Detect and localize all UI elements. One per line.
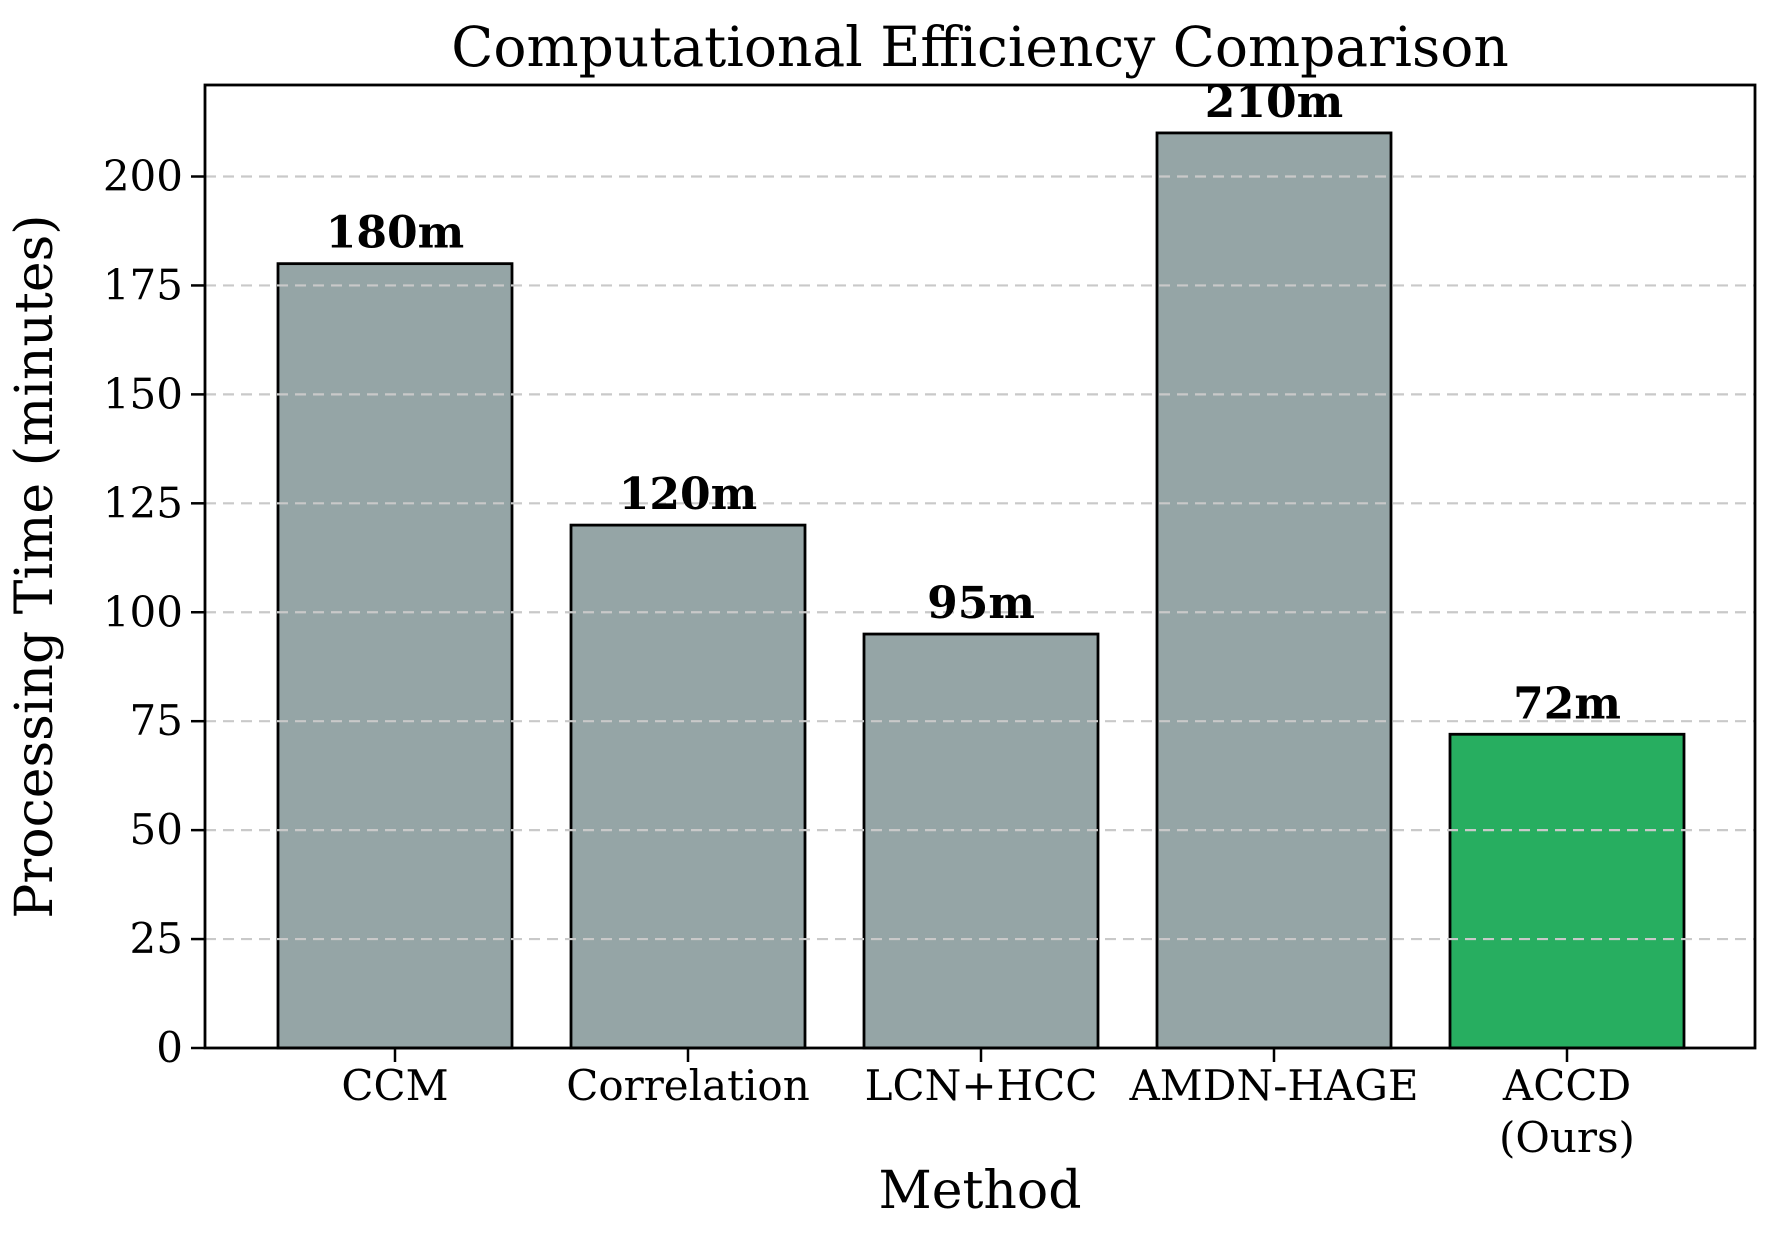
bar-correlation xyxy=(569,523,807,1050)
y-axis-label: Processing Time (minutes) xyxy=(5,214,65,918)
xtick-label-4: ACCD xyxy=(1502,1061,1631,1110)
xtick-label-4-line2: (Ours) xyxy=(1499,1113,1635,1162)
ytick-label-0: 0 xyxy=(156,1023,183,1072)
xtick-label-3: AMDN-HAGE xyxy=(1128,1061,1418,1110)
chart-title: Computational Efficiency Comparison xyxy=(451,15,1509,79)
value-label-3: 210m xyxy=(1205,77,1343,128)
ytick-label-25: 25 xyxy=(130,914,183,963)
ytick-label-50: 50 xyxy=(130,805,183,854)
x-axis-label: Method xyxy=(879,1161,1082,1221)
value-label-4: 72m xyxy=(1513,678,1621,729)
value-label-2: 95m xyxy=(927,578,1035,629)
bar-ccm xyxy=(276,262,514,1050)
bar-lcn-hcc xyxy=(862,632,1100,1050)
ytick-label-175: 175 xyxy=(103,260,183,309)
ytick-label-150: 150 xyxy=(103,369,183,418)
xtick-label-0: CCM xyxy=(341,1061,448,1110)
value-label-0: 180m xyxy=(326,208,464,259)
ytick-label-125: 125 xyxy=(103,478,183,527)
bar-amdn-hage xyxy=(1155,131,1393,1050)
xtick-label-2: LCN+HCC xyxy=(865,1061,1098,1110)
ytick-label-75: 75 xyxy=(130,696,183,745)
ytick-label-200: 200 xyxy=(103,152,183,201)
value-label-1: 120m xyxy=(619,469,757,520)
ytick-label-100: 100 xyxy=(103,587,183,636)
bar-accd-ours xyxy=(1448,732,1686,1050)
xtick-label-1: Correlation xyxy=(566,1061,810,1110)
